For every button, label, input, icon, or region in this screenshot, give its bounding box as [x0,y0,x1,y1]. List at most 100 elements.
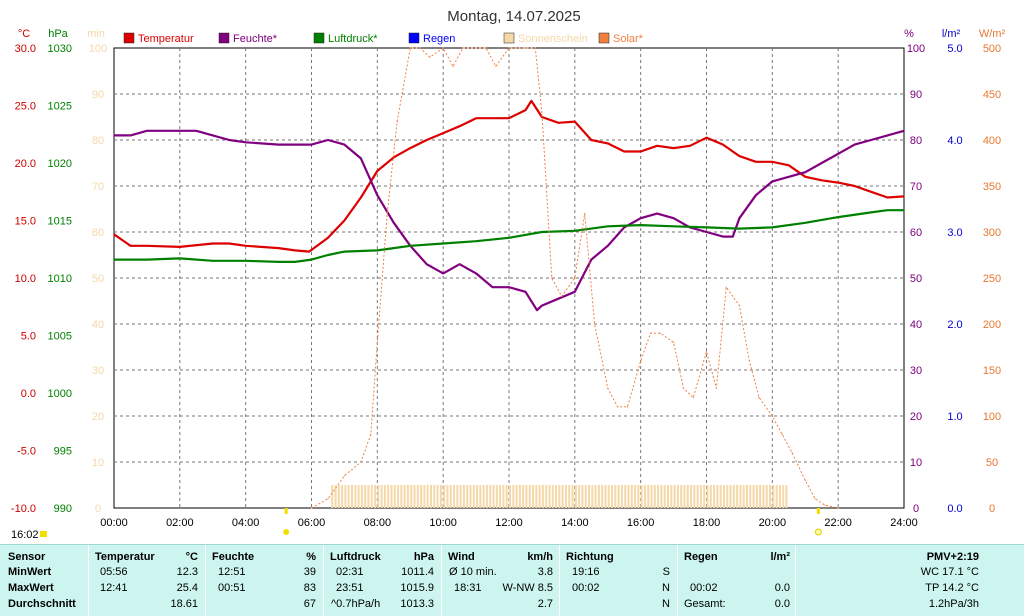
data-point [113,259,115,261]
data-point [530,100,532,102]
sunshine-bar [459,485,462,508]
avg-rain-value: 0.0 [774,598,790,610]
data-point [656,213,658,215]
data-point [146,130,148,132]
sunshine-bar [722,485,725,508]
data-point [837,181,839,184]
solar-tick-label: 450 [983,89,1001,101]
sunshine-bar [653,485,656,508]
sunshine-bar [492,485,495,508]
data-point [429,56,431,58]
data-point [551,277,553,279]
data-point [557,298,559,300]
data-point [837,507,839,509]
sunshine-bar [690,485,693,508]
data-point [475,117,477,119]
data-point [536,309,538,311]
x-tick-label: 00:00 [100,517,128,529]
avg-hum-value: 67 [303,598,316,610]
data-point [343,475,346,477]
sunshine-bar [489,485,492,508]
sunshine-bar [331,485,334,508]
data-point [771,226,773,228]
data-point [370,433,372,435]
data-point [788,176,790,178]
data-point [419,47,421,49]
x-tick-label: 04:00 [232,517,260,529]
data-point [870,139,872,141]
temp-tick-label: 10.0 [15,273,36,285]
data-point [508,237,510,239]
data-point [409,47,411,49]
data-point [824,504,826,506]
data-point [640,217,642,219]
sunshine-bar [647,485,650,508]
sunshine-bar [683,485,686,508]
data-point [393,222,395,224]
humidity-tick-label: 50 [910,273,922,285]
min-hum-time: 12:51 [218,566,246,578]
data-point [146,245,148,247]
legend: Temperatur Feuchte* Luftdruck* Regen Sonnens… [123,32,644,45]
sunshine-bar [703,485,706,508]
data-point [129,245,132,247]
temp-tick-label: 15.0 [15,216,36,228]
data-point [508,117,510,119]
data-point [459,263,461,265]
temp-tick-label: 0.0 [21,388,36,400]
current-time-label: 16:02 [11,529,39,541]
data-point [179,257,181,260]
data-point [491,117,494,119]
data-point [129,134,132,136]
sunshine-bar [420,485,423,508]
sunshine-bar [453,485,456,508]
sunshine-bar [538,485,541,508]
sunshine-bar [693,485,696,508]
data-point [393,247,395,249]
header-wind-unit: km/h [527,551,553,563]
rain-tick-label: 4.0 [947,135,962,147]
data-point [113,233,115,235]
data-point [626,406,629,408]
data-point [804,171,806,173]
sunshine-bar [548,485,551,508]
sunshine-bar [624,485,627,508]
sunshine-bar [627,485,630,508]
min-extra: WC 17.1 °C [920,566,979,578]
row-label-min: MinWert [8,566,52,578]
max-dir-value: N [662,582,670,594]
sunshine-bar [571,485,574,508]
sunshine-bar [588,485,590,508]
data-point [360,196,362,199]
minutes-tick-label: 80 [92,135,104,147]
x-tick-label: 16:00 [627,517,655,529]
header-wind: Wind [448,551,475,563]
sunshine-bar [769,485,772,508]
minutes-tick-label: 0 [95,503,101,515]
sunshine-bar [443,485,446,508]
data-point [508,47,510,49]
data-point [376,249,378,251]
data-point [590,139,592,141]
data-point [409,245,411,247]
data-point [376,170,378,172]
legend-label: Temperatur [138,33,194,45]
sunshine-bar [755,485,758,508]
sunshine-bar [518,485,521,508]
data-point [442,132,444,134]
row-label-avg: Durchschnitt [8,598,76,610]
data-point [607,245,609,247]
data-point [162,130,164,132]
sunshine-bar [364,485,367,508]
data-point [146,259,148,261]
sunshine-bar [406,485,409,508]
sunshine-bar [676,485,679,508]
minutes-tick-label: 60 [92,227,104,239]
sunshine-bar [680,485,683,508]
minutes-tick-label: 10 [92,457,104,469]
min-wind-value: 3.8 [537,566,553,578]
header-pmv: PMV+2:19 [926,551,979,563]
legend-label: Feuchte* [233,33,278,45]
sunshine-bar [716,485,719,508]
sunshine-bar [630,485,633,508]
